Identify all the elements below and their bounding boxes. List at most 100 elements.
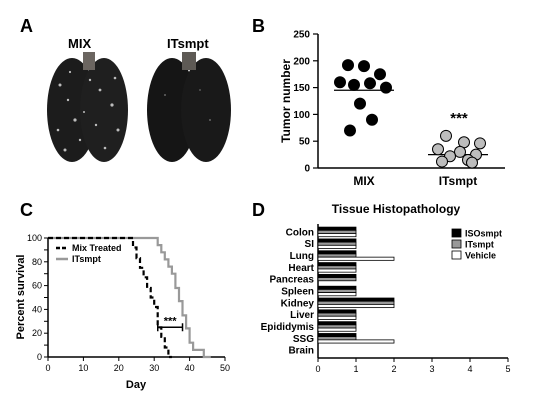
panel-b-data-point <box>364 77 376 90</box>
panel-d-x-tick-label: 1 <box>353 364 358 374</box>
panel-c-y-tick-label: 80 <box>32 257 42 267</box>
panel-b-significance: *** <box>450 110 468 127</box>
panel-d-category-label: Kidney <box>281 298 315 309</box>
panel-d-category-label: Spleen <box>281 287 314 298</box>
panel-d-legend-label: ISOsmpt <box>465 229 502 239</box>
panel-c-y-tick-label: 20 <box>32 328 42 338</box>
lung-image-itsmpt <box>147 52 231 162</box>
panel-c-y-tick-label: 40 <box>32 304 42 314</box>
panel-c-x-tick-label: 40 <box>185 363 195 373</box>
panel-c-significance-bracket <box>156 323 184 332</box>
panel-d-title: Tissue Histopathology <box>332 202 461 216</box>
panel-b-data-point <box>334 76 346 89</box>
panel-d-bar <box>317 285 357 290</box>
panel-b-y-tick-label: 0 <box>304 164 310 175</box>
panel-c-y-tick-label: 100 <box>27 233 42 243</box>
panel-d-bar <box>317 229 357 234</box>
panel-d-bar <box>317 297 395 302</box>
panel-d-bar <box>317 241 357 246</box>
panel-a-label-itsmpt: ITsmpt <box>167 36 209 51</box>
panel-c-x-axis-label: Day <box>126 379 147 391</box>
panel-d-bar <box>317 277 357 282</box>
panel-b-data-point <box>440 129 452 142</box>
panel-d-legend-label: Vehicle <box>465 251 496 261</box>
panel-c-x-tick-label: 20 <box>114 363 124 373</box>
panel-b-data-point <box>358 60 370 73</box>
panel-d-bar <box>317 333 357 338</box>
panel-d-bar <box>317 327 357 332</box>
panel-b-data-point <box>342 59 354 72</box>
panel-c-series-line-itsmpt <box>48 236 211 359</box>
lung-image-mix <box>47 52 128 162</box>
panel-d-bar <box>317 262 357 267</box>
panel-d-bar <box>317 250 357 255</box>
panel-c-x-tick-label: 10 <box>78 363 88 373</box>
panel-d-category-label: Heart <box>288 263 314 274</box>
panel-b-data-point <box>344 124 356 137</box>
panel-letter-a: A <box>20 16 33 36</box>
panel-d-category-label: SSG <box>293 334 314 345</box>
panel-letter-b: B <box>252 16 265 36</box>
panel-d-bar <box>317 300 395 305</box>
panel-d-legend-swatch <box>451 239 462 249</box>
legend-label-itsmpt: ITsmpt <box>72 254 101 264</box>
legend-label-mix-treated: Mix Treated <box>72 243 122 253</box>
panel-d-category-label: Lung <box>290 251 314 262</box>
panel-d-bar <box>317 288 357 293</box>
panel-d-x-tick-label: 2 <box>391 364 396 374</box>
panel-b-data-point <box>474 137 486 150</box>
panel-d-bar <box>317 238 357 243</box>
panel-d-category-label: Pancreas <box>270 275 315 286</box>
panel-d-category-label: SI <box>305 239 315 250</box>
panel-c-y-tick-label: 0 <box>37 352 42 362</box>
panel-b-y-tick-label: 50 <box>299 137 311 148</box>
panel-d-bar <box>317 304 395 309</box>
panel-d-bar <box>317 253 357 258</box>
panel-b-data-point <box>380 81 392 94</box>
histopathology-chart: Tissue Histopathology ColonSILungHeartPa… <box>261 202 511 374</box>
panel-d-bar <box>317 312 357 317</box>
panel-d-bar <box>317 321 357 326</box>
panel-d-bar <box>317 336 357 341</box>
panel-d-bar <box>317 226 357 231</box>
panel-b-data-point <box>348 78 360 91</box>
panel-d-bar <box>317 292 357 297</box>
panel-b-y-tick-label: 200 <box>293 56 310 67</box>
panel-c-x-tick-label: 0 <box>45 363 50 373</box>
panel-b-data-point <box>366 113 378 126</box>
panel-d-bar <box>317 268 357 273</box>
panel-d-legend-label: ITsmpt <box>465 240 494 250</box>
panel-d-category-label: Colon <box>286 227 314 238</box>
panel-d-bar <box>317 339 395 344</box>
panel-letter-d: D <box>252 200 265 220</box>
panel-c-legend: Mix Treated ITsmpt <box>56 243 122 264</box>
panel-c-y-axis-label: Percent survival <box>15 255 27 340</box>
panel-d-x-tick-label: 4 <box>467 364 472 374</box>
panel-letter-c: C <box>20 200 33 220</box>
panel-c-series-line-mix-treated <box>48 236 172 359</box>
panel-d-category-label: Brain <box>288 346 314 357</box>
panel-b-data-point <box>454 145 466 158</box>
panel-c-significance: *** <box>164 315 178 327</box>
panel-b-data-point <box>432 143 444 156</box>
panel-c-y-tick-label: 60 <box>32 281 42 291</box>
panel-c-x-tick-label: 50 <box>220 363 230 373</box>
panel-b-category-mix: MIX <box>353 174 374 188</box>
panel-b-data-point <box>354 97 366 110</box>
panel-d-category-label: Epididymis <box>261 322 315 333</box>
survival-chart: 0 20 40 60 80 100 0 10 20 30 40 50 Percent survival… <box>15 233 230 391</box>
panel-b-data-point <box>374 68 386 81</box>
panel-d-bar <box>317 233 357 238</box>
panel-d-bar <box>317 324 357 329</box>
panel-d-legend-swatch <box>451 228 462 238</box>
panel-b-data-point <box>466 156 478 169</box>
panel-d-x-tick-label: 3 <box>429 364 434 374</box>
panel-b-data-point <box>436 155 448 168</box>
panel-b-category-itsmpt: ITsmpt <box>439 174 477 188</box>
panel-d-legend-swatch <box>451 250 462 260</box>
panel-d-bar <box>317 273 357 278</box>
panel-d-category-label: Liver <box>290 310 314 321</box>
